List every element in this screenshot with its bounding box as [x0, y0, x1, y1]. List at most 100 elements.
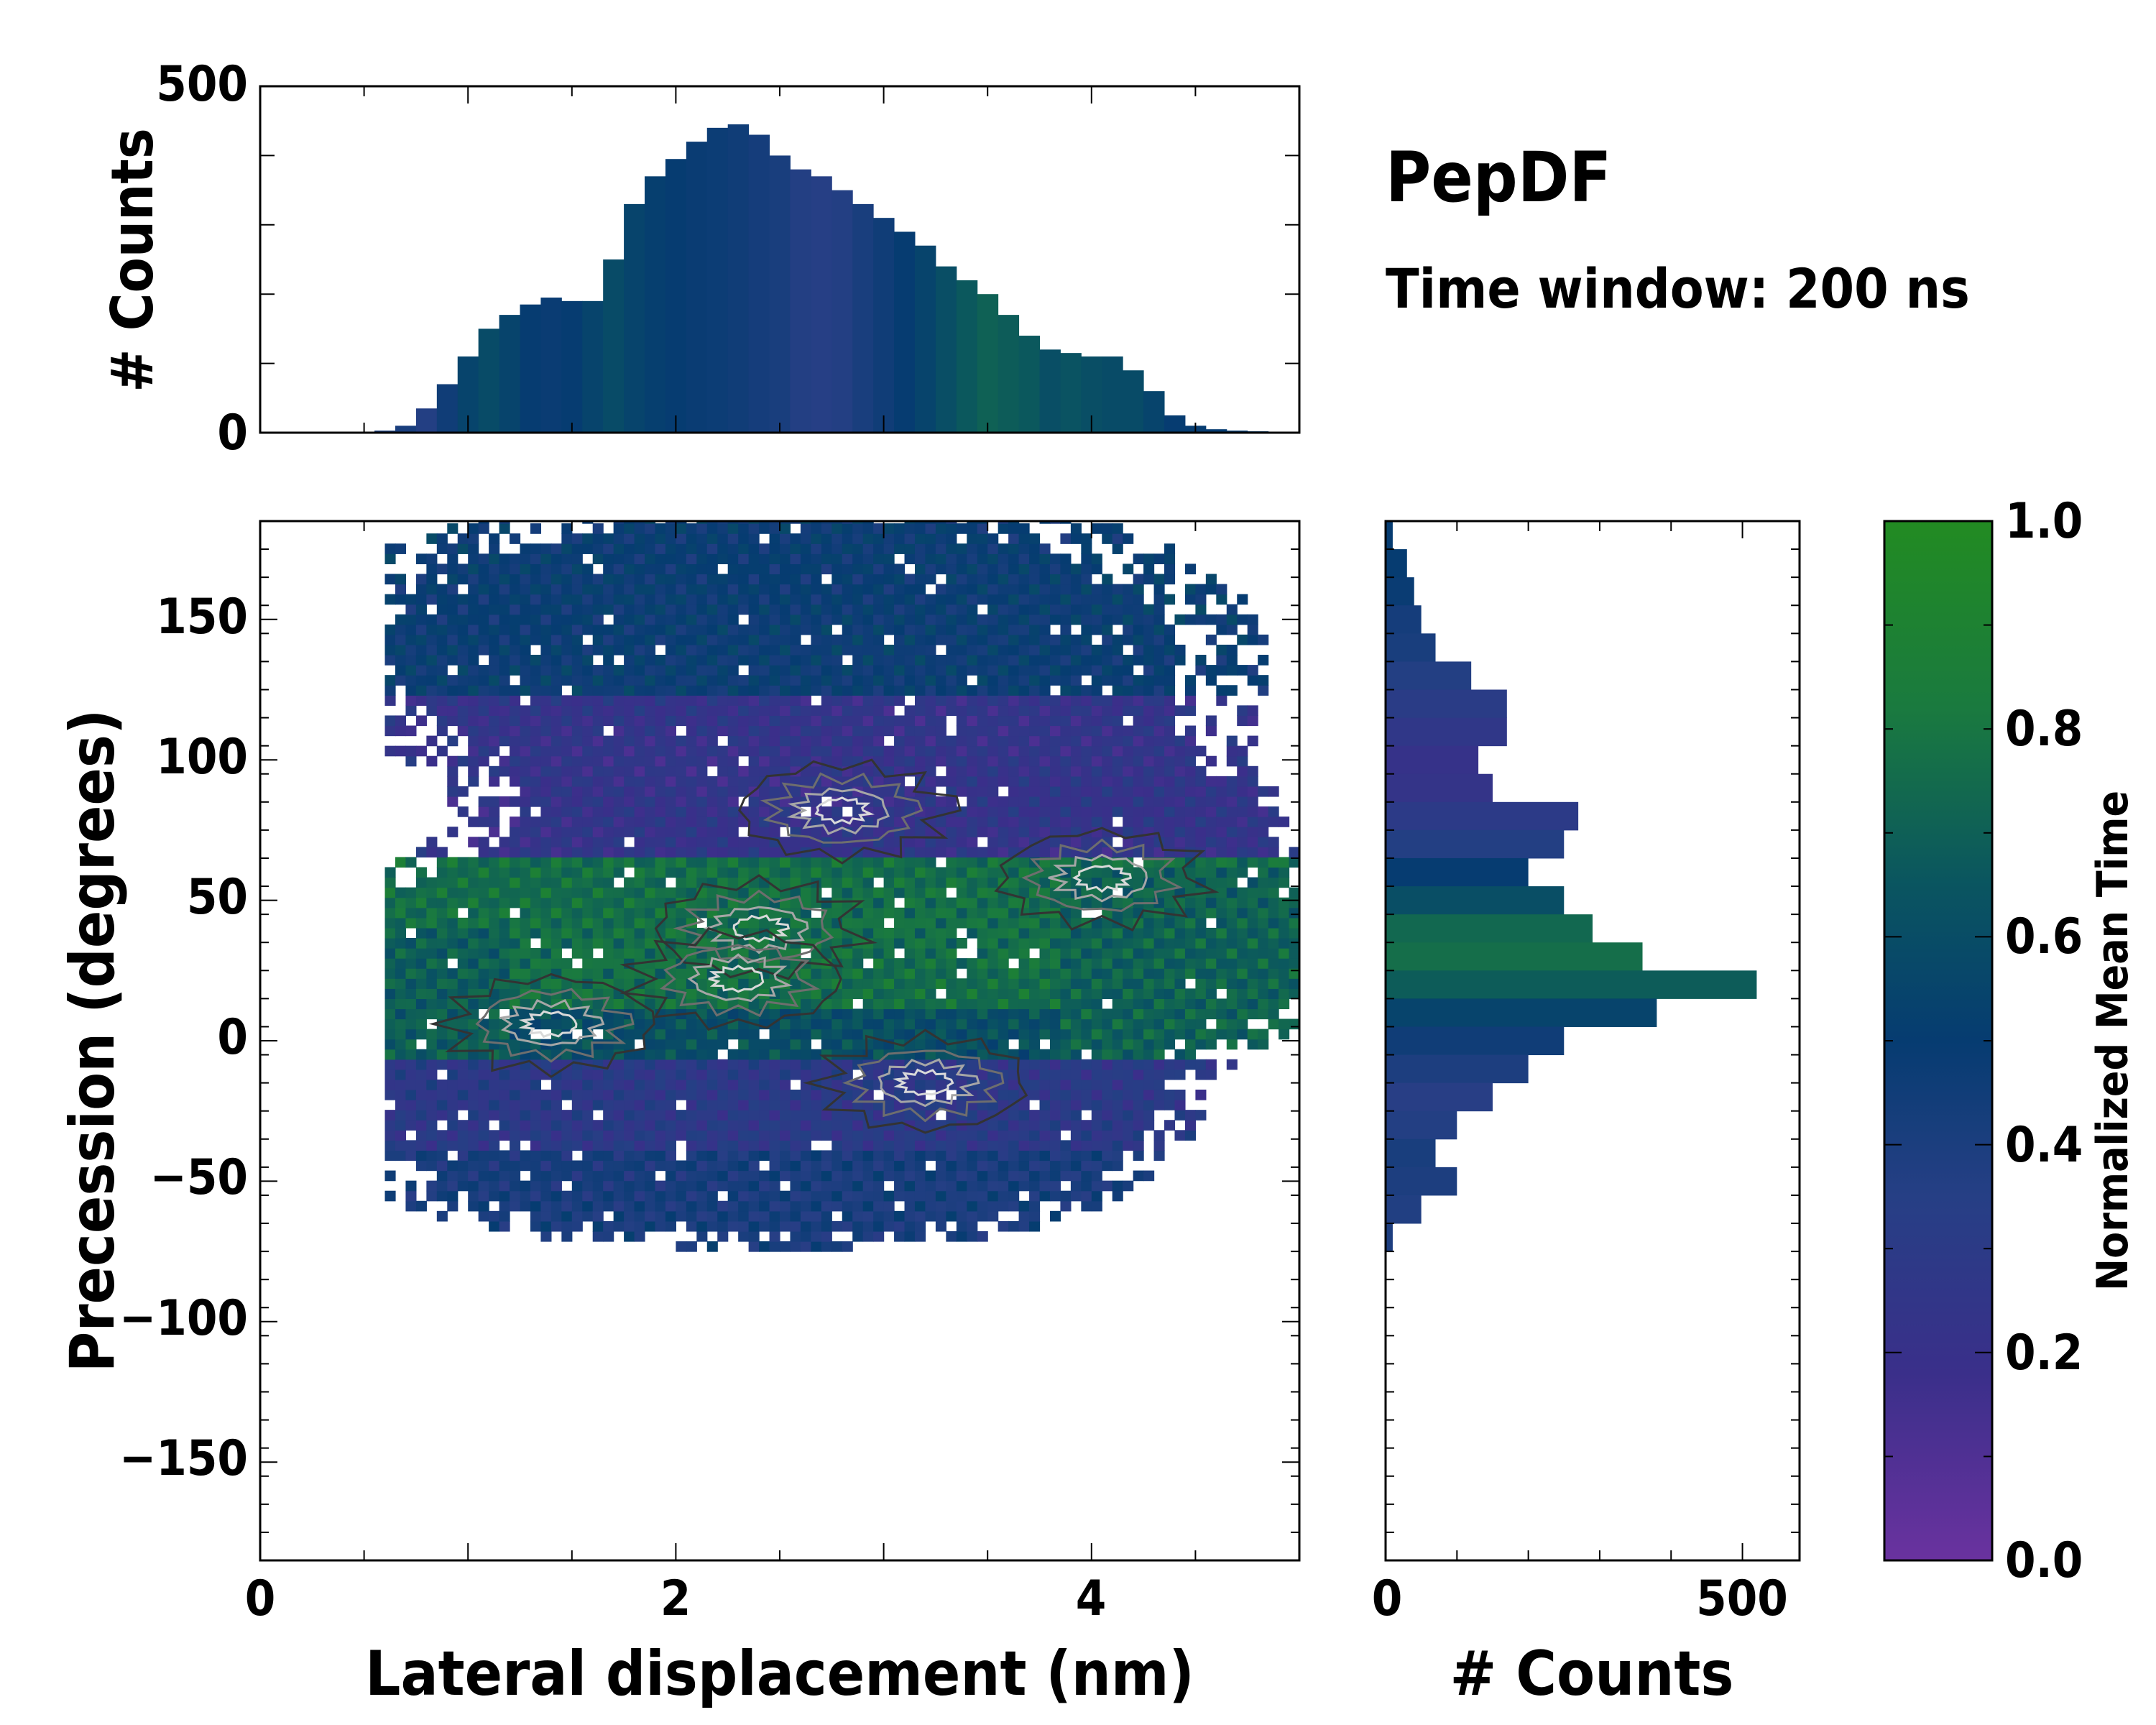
- heatmap-cell: [1060, 1069, 1072, 1080]
- heatmap-cell: [655, 543, 666, 554]
- heatmap-cell: [384, 948, 396, 959]
- heatmap-cell: [1164, 665, 1176, 676]
- heatmap-cell: [478, 1180, 489, 1192]
- heatmap-cell: [592, 624, 604, 635]
- heatmap-cell: [914, 675, 926, 686]
- heatmap-cell: [1112, 968, 1123, 979]
- heatmap-cell: [665, 1049, 676, 1060]
- heatmap-cell: [499, 655, 510, 666]
- heatmap-cell: [883, 877, 895, 888]
- heatmap-cell: [987, 594, 999, 605]
- heatmap-cell: [1153, 948, 1165, 959]
- heatmap-cell: [831, 927, 843, 939]
- heatmap-cell: [956, 1160, 967, 1172]
- heatmap-cell: [717, 755, 729, 767]
- heatmap-cell: [987, 634, 999, 645]
- heatmap-cell: [520, 1079, 531, 1090]
- heatmap-cell: [769, 1210, 780, 1222]
- heatmap-cell: [530, 523, 542, 534]
- heatmap-cell: [894, 614, 906, 625]
- heatmap-cell: [748, 816, 760, 827]
- heatmap-cell: [1018, 685, 1030, 696]
- heatmap-cell: [935, 1130, 946, 1141]
- heatmap-cell: [1008, 837, 1020, 847]
- heatmap-cell: [1102, 1150, 1113, 1162]
- heatmap-cell: [998, 937, 1009, 949]
- heatmap-cell: [613, 543, 625, 554]
- heatmap-cell: [1102, 614, 1113, 625]
- heatmap-cell: [759, 1079, 770, 1090]
- heatmap-cell: [956, 1200, 967, 1212]
- heatmap-cell: [925, 1180, 936, 1192]
- heatmap-cell: [676, 1160, 687, 1172]
- heatmap-cell: [831, 604, 843, 615]
- heatmap-cell: [665, 867, 676, 878]
- heatmap-cell: [831, 705, 843, 717]
- heatmap-cell: [592, 665, 604, 676]
- heatmap-cell: [1008, 543, 1020, 554]
- heatmap-cell: [655, 594, 666, 605]
- heatmap-cell: [800, 857, 811, 868]
- heatmap-cell: [571, 675, 583, 686]
- heatmap-cell: [624, 553, 635, 565]
- heatmap-cell: [655, 1130, 666, 1141]
- heatmap-cell: [447, 574, 459, 585]
- heatmap-cell: [550, 553, 562, 565]
- heatmap-cell: [738, 624, 750, 635]
- heatmap-cell: [645, 1049, 656, 1060]
- heatmap-cell: [655, 1160, 666, 1172]
- heatmap-cell: [706, 827, 718, 837]
- heatmap-cell: [842, 847, 853, 858]
- heatmap-cell: [1164, 765, 1176, 777]
- heatmap-cell: [645, 755, 656, 767]
- heatmap-cell: [457, 857, 469, 868]
- heatmap-cell: [499, 968, 510, 979]
- heatmap-cell: [748, 796, 760, 807]
- heatmap-cell: [717, 765, 729, 777]
- heatmap-cell: [842, 523, 853, 534]
- heatmap-cell: [436, 665, 448, 676]
- heatmap-cell: [1039, 1008, 1051, 1020]
- heatmap-cell: [530, 604, 542, 615]
- heatmap-cell: [655, 523, 666, 534]
- heatmap-cell: [478, 897, 489, 908]
- heatmap-cell: [998, 1018, 1009, 1030]
- heatmap-cell: [540, 574, 552, 585]
- heatmap-cell: [1049, 614, 1061, 625]
- heatmap-cell: [676, 564, 687, 575]
- heatmap-cell: [727, 796, 739, 807]
- heatmap-cell: [1008, 816, 1020, 827]
- heatmap-cell: [1133, 927, 1144, 939]
- heatmap-cell: [489, 634, 500, 645]
- heatmap-cell: [665, 765, 676, 777]
- heatmap-cell: [1049, 574, 1061, 585]
- heatmap-cell: [447, 907, 459, 919]
- heatmap-cell: [883, 1210, 895, 1222]
- heatmap-cell: [634, 715, 645, 727]
- heatmap-cell: [727, 816, 739, 827]
- heatmap-cell: [447, 1079, 459, 1090]
- heatmap-cell: [1060, 786, 1072, 797]
- heatmap-cell: [894, 978, 906, 989]
- heatmap-cell: [665, 847, 676, 858]
- heatmap-cell: [946, 968, 957, 979]
- heatmap-cell: [1060, 644, 1072, 656]
- heatmap-cell: [1070, 705, 1082, 717]
- heatmap-cell: [717, 1140, 729, 1151]
- heatmap-cell: [977, 735, 988, 747]
- heatmap-cell: [603, 624, 614, 635]
- heatmap-cell: [603, 1100, 614, 1110]
- heatmap-cell: [571, 634, 583, 645]
- heatmap-cell: [655, 1110, 666, 1121]
- heatmap-cell: [738, 1029, 750, 1040]
- heatmap-cell: [624, 857, 635, 868]
- heatmap-cell: [384, 745, 396, 757]
- heatmap-cell: [727, 523, 739, 534]
- heatmap-cell: [540, 745, 552, 757]
- heatmap-cell: [852, 1049, 864, 1060]
- heatmap-cell: [415, 897, 427, 908]
- heatmap-cell: [426, 634, 438, 645]
- heatmap-cell: [405, 675, 417, 686]
- heatmap-cell: [873, 1200, 885, 1212]
- heatmap-cell: [956, 695, 967, 706]
